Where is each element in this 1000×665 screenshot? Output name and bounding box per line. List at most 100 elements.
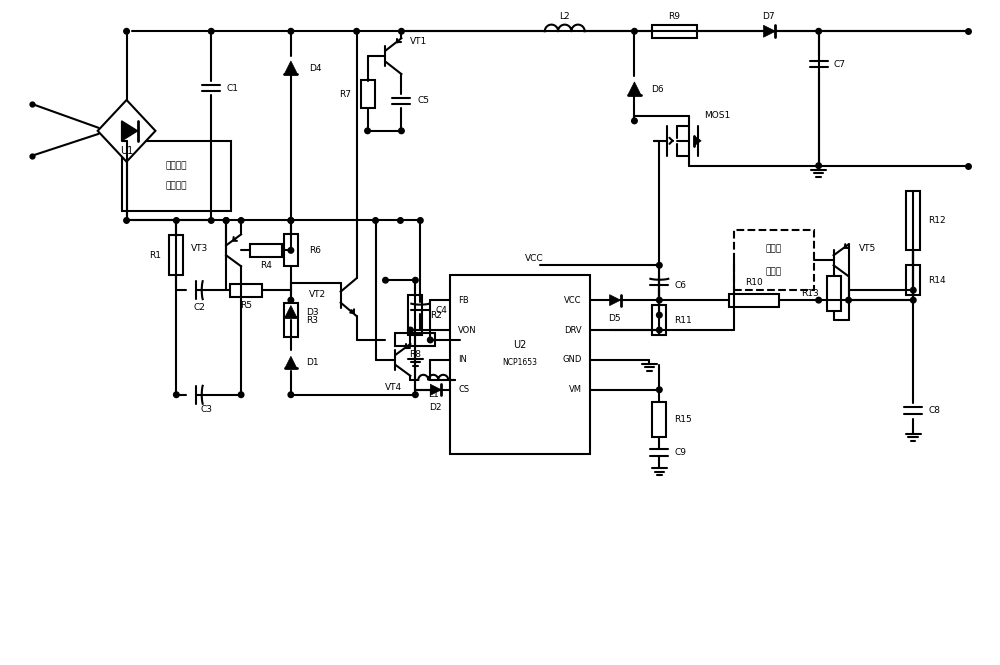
- Circle shape: [208, 217, 214, 223]
- Bar: [408, 295, 422, 335]
- Text: R9: R9: [668, 12, 680, 21]
- Circle shape: [174, 217, 179, 223]
- Circle shape: [124, 29, 129, 34]
- Circle shape: [288, 217, 294, 223]
- Circle shape: [632, 118, 637, 124]
- Bar: [652, 25, 697, 38]
- Text: IN: IN: [458, 355, 467, 364]
- Text: L2: L2: [559, 12, 570, 21]
- Text: R13: R13: [801, 289, 819, 298]
- Circle shape: [288, 297, 294, 303]
- Circle shape: [632, 29, 637, 34]
- Text: VT5: VT5: [858, 244, 876, 253]
- Bar: [827, 276, 841, 311]
- Bar: [906, 191, 920, 250]
- Text: R6: R6: [309, 246, 321, 255]
- Circle shape: [910, 297, 916, 303]
- Text: D7: D7: [763, 12, 775, 21]
- Text: R8: R8: [409, 350, 421, 359]
- Text: L1: L1: [428, 390, 439, 399]
- Polygon shape: [284, 61, 297, 74]
- Polygon shape: [285, 356, 297, 368]
- Circle shape: [657, 327, 662, 332]
- Text: R7: R7: [339, 90, 351, 98]
- Polygon shape: [628, 82, 641, 95]
- Bar: [729, 294, 779, 307]
- Text: FB: FB: [458, 296, 469, 305]
- Circle shape: [238, 392, 244, 398]
- Bar: [230, 284, 262, 297]
- Bar: [652, 305, 666, 335]
- Bar: [284, 303, 298, 337]
- Circle shape: [124, 217, 129, 223]
- Circle shape: [223, 217, 229, 223]
- Text: CS: CS: [458, 385, 469, 394]
- Text: R2: R2: [430, 311, 442, 320]
- Text: U1: U1: [120, 146, 133, 156]
- Text: D4: D4: [309, 64, 321, 72]
- Circle shape: [816, 163, 821, 168]
- Text: VT3: VT3: [191, 244, 208, 253]
- Circle shape: [816, 29, 821, 34]
- Text: C8: C8: [928, 406, 940, 415]
- Circle shape: [657, 297, 662, 303]
- Bar: [395, 333, 435, 346]
- Circle shape: [428, 337, 433, 342]
- Text: VCC: VCC: [525, 254, 544, 263]
- Text: R1: R1: [149, 251, 161, 260]
- Text: NCP1653: NCP1653: [502, 358, 537, 367]
- Circle shape: [288, 247, 294, 253]
- Text: C4: C4: [435, 306, 447, 315]
- Text: C1: C1: [226, 84, 238, 92]
- Text: VT2: VT2: [309, 290, 326, 299]
- Text: R5: R5: [240, 301, 252, 310]
- Circle shape: [418, 217, 423, 223]
- Polygon shape: [122, 121, 138, 141]
- Text: R15: R15: [674, 415, 692, 424]
- Bar: [361, 80, 375, 108]
- Circle shape: [657, 263, 662, 268]
- Circle shape: [208, 29, 214, 34]
- Polygon shape: [430, 384, 441, 395]
- Circle shape: [174, 392, 179, 398]
- Circle shape: [816, 297, 821, 303]
- Text: D2: D2: [429, 403, 442, 412]
- Circle shape: [373, 217, 378, 223]
- Circle shape: [223, 217, 229, 223]
- Circle shape: [354, 29, 359, 34]
- Polygon shape: [98, 100, 155, 162]
- Text: R11: R11: [674, 316, 692, 325]
- Circle shape: [657, 313, 662, 318]
- Text: 抑制电路: 抑制电路: [166, 181, 187, 190]
- Circle shape: [910, 287, 916, 293]
- Text: 浪涌电压: 浪涌电压: [166, 161, 187, 170]
- Text: R14: R14: [928, 276, 946, 285]
- Text: VCC: VCC: [564, 296, 582, 305]
- Circle shape: [288, 392, 294, 398]
- Polygon shape: [694, 136, 701, 146]
- Polygon shape: [763, 25, 775, 37]
- Polygon shape: [610, 295, 621, 306]
- Circle shape: [238, 217, 244, 223]
- Text: D1: D1: [306, 358, 318, 367]
- Circle shape: [383, 277, 388, 283]
- Polygon shape: [285, 305, 297, 317]
- Text: GND: GND: [562, 355, 582, 364]
- Bar: [169, 235, 183, 275]
- Circle shape: [398, 217, 403, 223]
- Bar: [652, 402, 666, 437]
- Text: U2: U2: [513, 340, 527, 350]
- Text: C6: C6: [674, 281, 686, 290]
- Text: VT1: VT1: [410, 37, 428, 46]
- Text: R12: R12: [928, 216, 946, 225]
- Bar: [250, 244, 282, 257]
- Text: 测电路: 测电路: [766, 268, 782, 277]
- Circle shape: [846, 297, 851, 303]
- Circle shape: [399, 29, 404, 34]
- Text: MOS1: MOS1: [704, 112, 730, 120]
- Text: VON: VON: [458, 325, 477, 334]
- Circle shape: [288, 29, 294, 34]
- Bar: [734, 231, 814, 290]
- Circle shape: [413, 277, 418, 283]
- Circle shape: [413, 392, 418, 398]
